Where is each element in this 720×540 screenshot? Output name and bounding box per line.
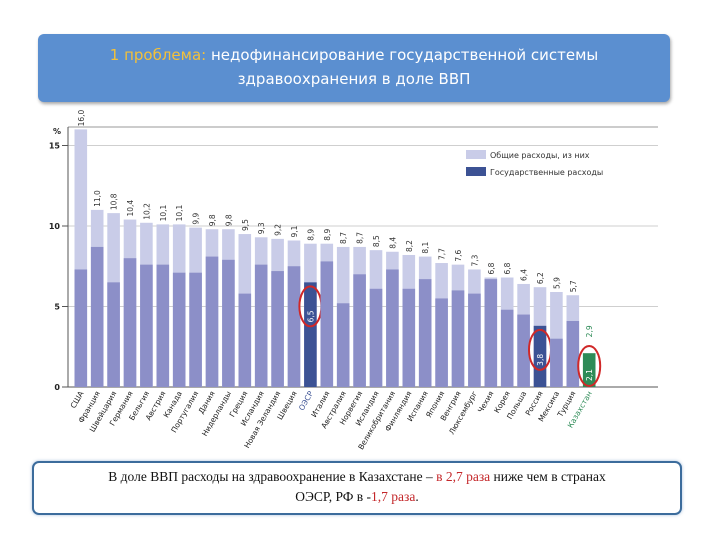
y-axis-unit: % (53, 127, 61, 136)
bar-government (90, 246, 104, 387)
bar-government (107, 282, 120, 387)
data-label-total: 9,1 (290, 225, 299, 237)
conclusion-line-2: ОЭСР, РФ в -1,7 раза. (34, 489, 680, 505)
bar-government (336, 303, 350, 387)
conclusion-line-1: В доле ВВП расходы на здравоохранение в … (34, 469, 680, 485)
y-tick-label: 0 (54, 383, 60, 392)
legend-swatch-government (466, 167, 486, 176)
bar-government (156, 264, 170, 387)
data-label-total: 9,3 (257, 222, 266, 234)
conclusion-text-b: ниже чем в странах (490, 469, 606, 484)
bar-government (74, 269, 88, 387)
bar-government (140, 264, 153, 387)
data-label-total: 10,1 (159, 204, 168, 221)
data-label-total: 6,8 (503, 262, 512, 274)
data-label-total: 8,7 (339, 232, 348, 244)
bar-government (369, 288, 383, 387)
data-label-total: 10,4 (126, 200, 135, 217)
data-label-total: 5,9 (552, 277, 561, 289)
conclusion-ratio-russia: 1,7 раза (371, 489, 416, 504)
data-label-total: 10,1 (175, 204, 184, 221)
conclusion-text-a: В доле ВВП расходы на здравоохранение в … (108, 469, 437, 484)
data-label-total: 9,2 (274, 224, 283, 236)
data-label-total: 8,7 (356, 232, 365, 244)
bar-government (287, 266, 301, 387)
bar-government (189, 272, 202, 387)
legend-swatch-total (466, 150, 486, 159)
bar-government (550, 338, 563, 387)
bar-government (254, 264, 268, 387)
data-label-total: 7,7 (438, 248, 447, 260)
y-tick-label: 15 (49, 142, 61, 151)
data-label-total: 7,6 (454, 249, 463, 261)
title-line-2: здравоохранения в доле ВВП (237, 70, 471, 88)
bar-government (500, 309, 514, 387)
data-label-total: 8,4 (388, 237, 397, 249)
conclusion-ratio-oecd: в 2,7 раза (436, 469, 491, 484)
bar-government (418, 279, 432, 387)
data-label-government: 3,8 (536, 354, 545, 366)
bar-government (402, 288, 416, 387)
bar-government (271, 271, 284, 387)
bar-government (533, 325, 547, 387)
data-label-total: 9,8 (208, 214, 217, 226)
data-label-government: 6,5 (306, 310, 315, 322)
data-label-total: 9,5 (241, 219, 250, 231)
data-label-total: 8,9 (306, 229, 315, 241)
y-tick-label: 10 (49, 222, 61, 231)
data-label-total: 9,9 (192, 212, 201, 224)
data-label-total: 10,8 (110, 193, 119, 210)
bar-government (172, 272, 186, 387)
legend-label-total: Общие расходы, из них (490, 151, 590, 160)
bar-government (468, 293, 481, 387)
data-label-total: 9,8 (224, 214, 233, 226)
bar-government (123, 258, 137, 387)
data-label-total: 10,2 (142, 203, 151, 220)
bar-government (566, 320, 580, 387)
bar-government (484, 279, 498, 387)
bar-government (205, 256, 219, 387)
bar-government (238, 293, 252, 387)
data-label-total: 2,9 (585, 325, 594, 337)
title-banner: 1 проблема: недофинансирование государст… (38, 34, 670, 102)
conclusion-box: В доле ВВП расходы на здравоохранение в … (32, 461, 682, 515)
data-label-total: 11,0 (93, 190, 102, 207)
bar-government (304, 282, 317, 387)
highlight-circle (577, 345, 602, 387)
title-prefix: 1 проблема: (109, 46, 207, 64)
data-label-total: 7,3 (470, 254, 479, 266)
data-label-total: 8,1 (421, 241, 430, 253)
bar-government (386, 269, 399, 387)
bar-government (353, 274, 366, 387)
data-label-total: 8,5 (372, 235, 381, 247)
data-label-total: 6,2 (536, 272, 545, 284)
y-tick-label: 5 (54, 303, 60, 312)
bar-government (451, 290, 465, 387)
data-label-total: 16,0 (77, 109, 86, 126)
data-label-total: 6,4 (520, 269, 529, 281)
data-label-total: 5,7 (569, 280, 578, 292)
bar-government-kazakhstan (582, 353, 596, 387)
data-label-government: 2,1 (585, 369, 594, 381)
bar-government (222, 259, 235, 387)
data-label-total: 8,9 (323, 229, 332, 241)
bar-government (435, 298, 448, 387)
data-label-total: 6,8 (487, 262, 496, 274)
conclusion-text-c: ОЭСР, РФ в - (295, 489, 372, 504)
bar-government (517, 314, 530, 387)
title-line-1: 1 проблема: недофинансирование государст… (38, 46, 670, 64)
data-label-total: 8,2 (405, 240, 414, 252)
conclusion-text-d: . (415, 489, 419, 504)
bar-government (320, 261, 334, 387)
title-line-1-text: недофинансирование государственной систе… (206, 46, 599, 64)
legend-label-government: Государственные расходы (490, 168, 603, 177)
